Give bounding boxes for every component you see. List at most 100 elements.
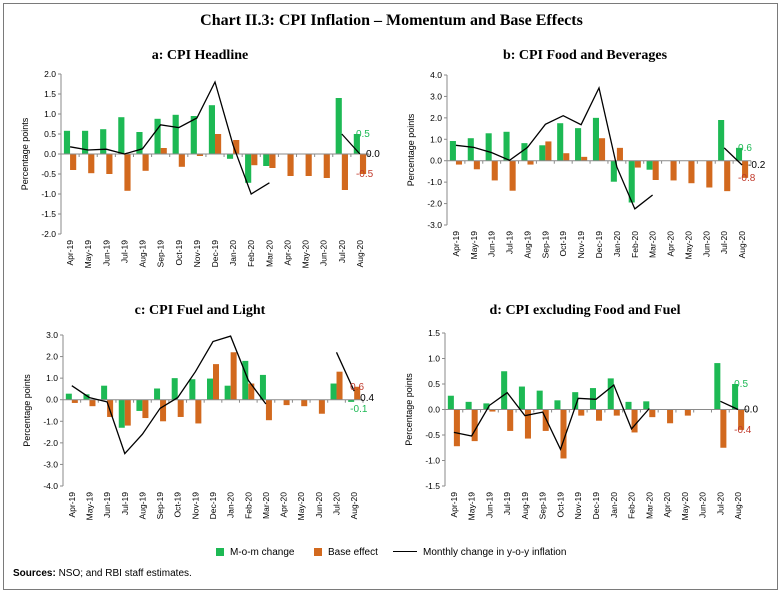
x-tick-label: Mar-20	[644, 492, 654, 519]
base-bar	[724, 160, 731, 192]
base-bar	[160, 399, 167, 422]
base-bar	[142, 154, 149, 171]
base-bar	[196, 154, 204, 156]
legend-base-swatch	[314, 548, 322, 556]
base-bar	[738, 409, 745, 430]
y-tick-label: 4.0	[430, 70, 442, 80]
x-tick-label: Jul-19	[502, 492, 512, 515]
mom-bar	[154, 388, 161, 400]
y-tick-label: -1.5	[425, 481, 440, 491]
x-tick-label: May-19	[467, 492, 477, 521]
mom-bar	[732, 384, 739, 410]
y-tick-label: -4.0	[43, 481, 58, 491]
x-tick-label: May-19	[84, 492, 94, 521]
mom-bar	[189, 379, 196, 400]
mom-bar	[101, 385, 108, 400]
base-bar	[670, 160, 677, 181]
y-tick-label: 0.0	[430, 156, 442, 166]
mom-bar	[83, 394, 90, 400]
y-tick-label: 2.0	[44, 69, 56, 79]
base-bar	[213, 364, 219, 400]
sources-label: Sources:	[13, 568, 56, 579]
data-label-mom: 0.5	[356, 129, 370, 140]
mom-bar	[259, 374, 266, 400]
mom-bar	[643, 401, 650, 410]
x-tick-label: Apr-19	[67, 492, 77, 518]
mom-bar	[485, 133, 492, 161]
x-tick-label: Aug-19	[522, 231, 532, 259]
mom-bar	[501, 371, 508, 410]
y-tick-label: -0.5	[425, 430, 440, 440]
mom-bar	[575, 128, 582, 161]
base-bar	[578, 409, 585, 416]
y-tick-label: -2.0	[427, 199, 442, 209]
base-bar	[560, 409, 567, 459]
base-bar	[89, 399, 96, 407]
y-tick-label: 1.0	[430, 134, 442, 144]
mom-bar	[465, 401, 472, 410]
x-tick-label: Mar-20	[264, 240, 274, 267]
x-tick-label: Nov-19	[192, 240, 202, 268]
legend-mom: M-o-m change	[216, 547, 294, 558]
base-bar	[124, 399, 131, 426]
data-label-mom: 0.6	[738, 143, 752, 154]
x-tick-label: Jun-20	[314, 492, 324, 518]
base-bar	[491, 160, 498, 181]
mom-bar	[245, 154, 252, 183]
base-bar	[230, 352, 237, 400]
mom-bar	[348, 399, 355, 402]
mom-bar	[714, 363, 721, 410]
y-axis-label: Percentage points	[22, 374, 32, 447]
sources-note: Sources: NSO; and RBI staff estimates.	[13, 568, 192, 579]
x-tick-label: May-20	[296, 492, 306, 521]
data-label-base: 0.6	[350, 382, 364, 393]
base-bar	[70, 154, 77, 170]
x-tick-label: Feb-20	[243, 492, 253, 519]
mom-bar	[172, 114, 179, 154]
x-tick-label: Aug-19	[138, 240, 148, 268]
x-tick-label: Jul-20	[719, 231, 729, 254]
x-tick-label: May-20	[301, 240, 311, 269]
y-tick-label: 0.0	[46, 395, 58, 405]
x-tick-label: Dec-19	[591, 492, 601, 520]
y-tick-label: 1.5	[44, 89, 56, 99]
base-bar	[631, 409, 638, 433]
base-bar	[359, 154, 367, 174]
x-tick-label: Jun-19	[102, 492, 112, 518]
legend-base-label: Base effect	[328, 547, 378, 558]
mom-bar	[467, 138, 474, 161]
mom-bar	[646, 160, 653, 170]
x-tick-label: Dec-19	[594, 231, 604, 259]
base-bar	[336, 371, 343, 400]
y-tick-label: -3.0	[427, 220, 442, 230]
yoy-change-line	[69, 80, 270, 195]
yoy-change-line	[453, 383, 650, 452]
mom-bar	[557, 123, 564, 161]
legend-mom-swatch	[216, 548, 224, 556]
x-tick-label: Jan-20	[226, 492, 236, 518]
base-bar	[233, 140, 240, 154]
x-tick-label: Nov-19	[573, 492, 583, 520]
data-label-line: -0.2	[748, 160, 766, 171]
mom-bar	[554, 400, 561, 410]
mom-bar	[136, 399, 143, 411]
mom-bar	[447, 395, 454, 410]
x-tick-label: Apr-20	[282, 240, 292, 266]
base-bar	[527, 160, 534, 165]
mom-bar	[208, 105, 215, 154]
base-bar	[323, 154, 330, 178]
y-tick-label: -1.0	[43, 416, 58, 426]
base-bar	[251, 154, 258, 166]
x-tick-label: May-19	[83, 240, 93, 269]
x-tick-label: Feb-20	[627, 492, 637, 519]
legend: M-o-m change Base effect Monthly change …	[0, 547, 783, 563]
data-label-base: -0.4	[734, 425, 752, 436]
base-bar	[178, 154, 185, 167]
base-bar	[507, 409, 514, 431]
y-tick-label: 3.0	[430, 91, 442, 101]
x-tick-label: Jun-20	[319, 240, 329, 266]
x-tick-label: Dec-19	[208, 492, 218, 520]
mom-bar	[224, 385, 231, 400]
x-tick-label: Oct-19	[558, 231, 568, 257]
base-bar	[706, 160, 713, 188]
